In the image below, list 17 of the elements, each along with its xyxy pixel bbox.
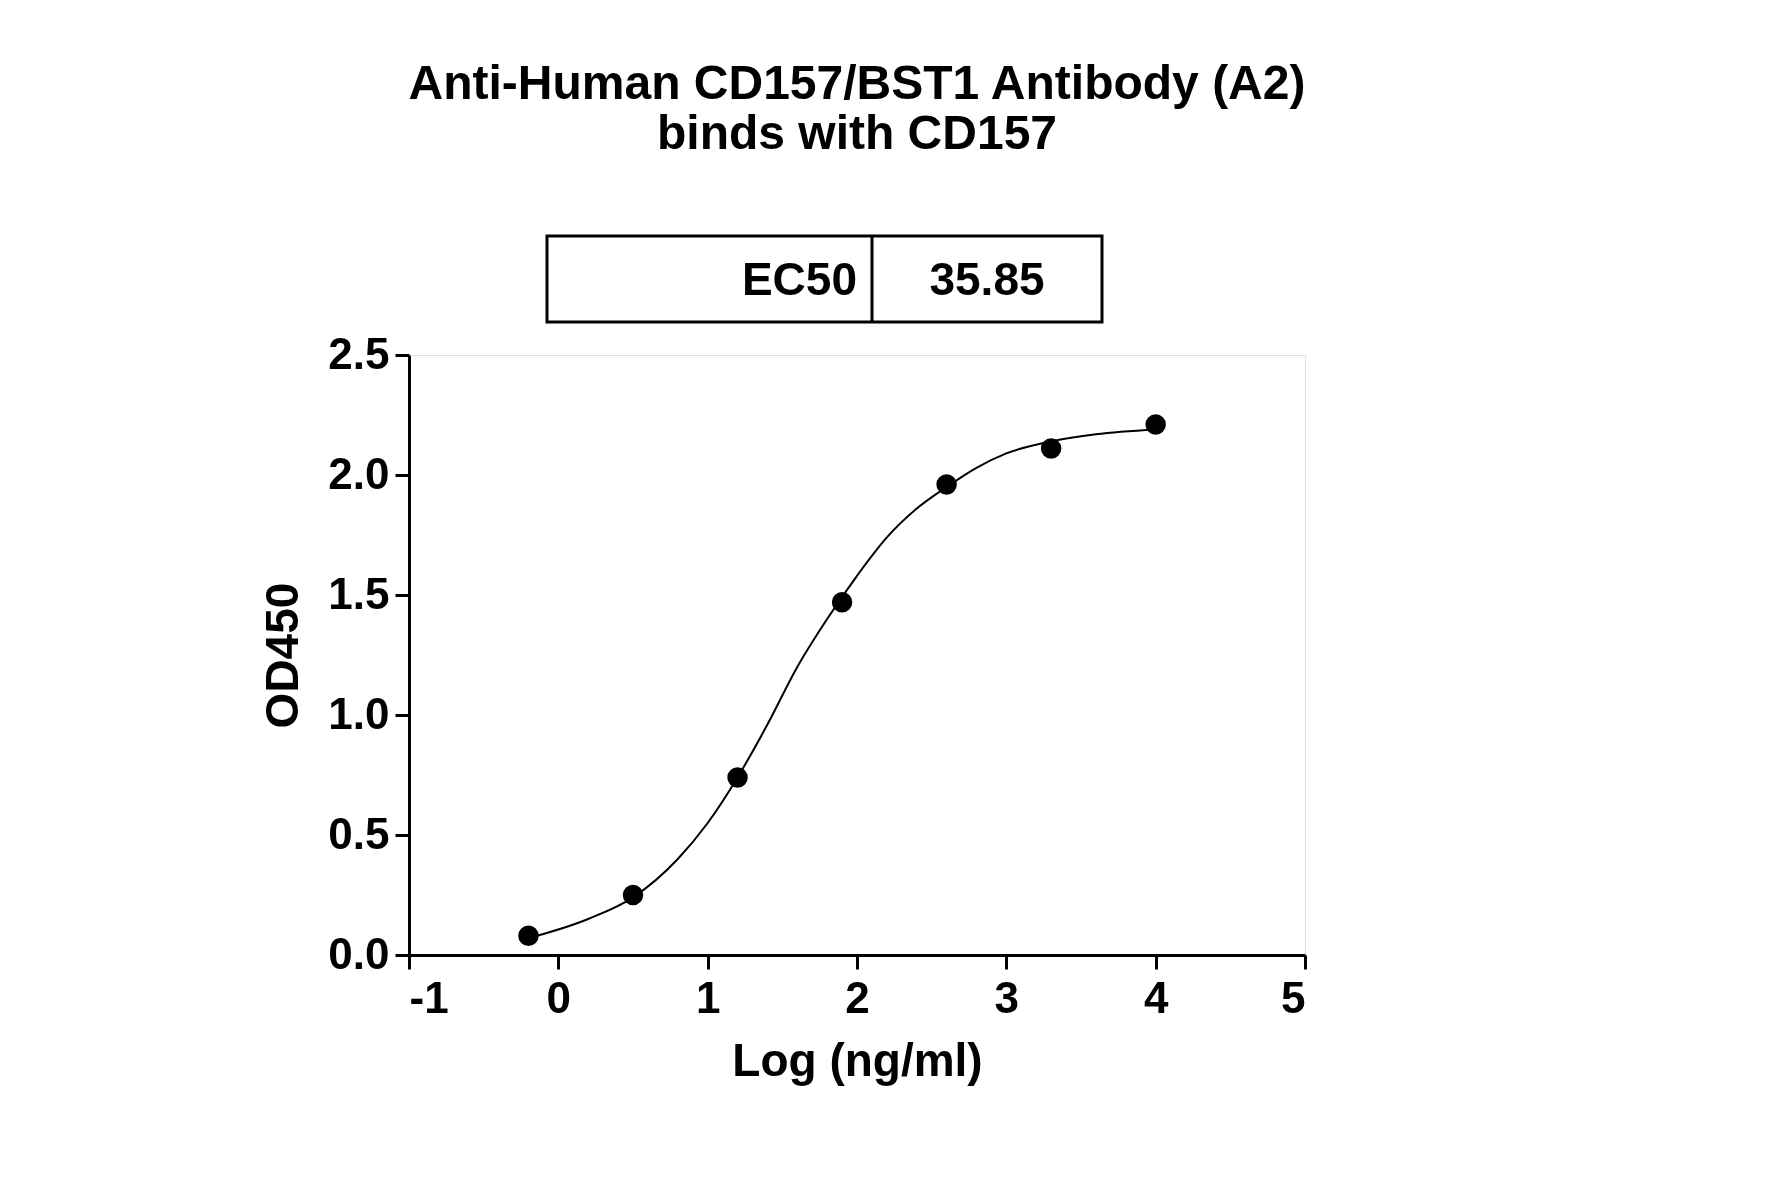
x-tick-label: 2 xyxy=(845,972,870,1022)
y-tick-label: 1.0 xyxy=(328,688,390,738)
x-tick-label: 0 xyxy=(546,972,572,1022)
y-tick-label: 0.5 xyxy=(328,808,390,858)
y-tick-label: 0.0 xyxy=(328,928,390,978)
x-tick-label: 3 xyxy=(994,972,1020,1022)
x-axis-title: Log (ng/ml) xyxy=(732,1033,983,1086)
y-tick-label: 1.5 xyxy=(328,568,390,618)
x-tick-label: 4 xyxy=(1143,972,1169,1022)
y-axis-title: OD450 xyxy=(256,582,309,729)
y-tick-label: 2.5 xyxy=(328,328,390,378)
text: 35.85 xyxy=(929,253,1045,305)
x-tick-label: -1 xyxy=(409,972,449,1022)
y-tick-label: 2.0 xyxy=(328,448,390,498)
x-tick-label: 5 xyxy=(1281,972,1306,1022)
text: EC50 xyxy=(741,253,857,305)
x-tick-label: 1 xyxy=(695,972,721,1022)
